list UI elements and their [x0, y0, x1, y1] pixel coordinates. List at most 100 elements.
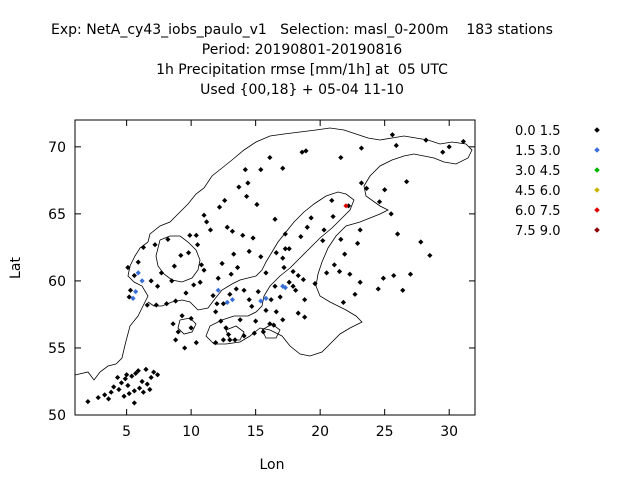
data-point-series-0: [219, 260, 225, 267]
data-point-series-0: [223, 325, 229, 331]
data-point-series-0: [188, 315, 194, 322]
data-point-series-0: [255, 289, 261, 295]
data-point-series-0: [182, 345, 188, 351]
data-point-series-0: [404, 179, 410, 185]
x-axis-ticks: 5 10 15 20 25 30: [122, 120, 458, 440]
data-point-series-0: [446, 144, 452, 150]
data-point-series-0: [331, 262, 337, 268]
data-point-series-0: [170, 321, 176, 327]
data-point-series-0: [251, 330, 257, 336]
data-point-series-0: [357, 227, 363, 233]
data-point-series-0: [85, 398, 91, 405]
data-point-series-0: [201, 267, 207, 273]
data-point-series-0: [234, 264, 241, 271]
data-point-series-0: [242, 167, 248, 173]
x-tick-label: 20: [311, 424, 329, 440]
y-axis-ticks: 50 55 60 65 70: [48, 140, 475, 424]
data-point-series-0: [357, 279, 363, 285]
data-point-series-0: [302, 314, 308, 320]
data-point-series-1: [229, 297, 236, 303]
data-point-series-0: [131, 400, 137, 406]
data-point-series-0: [140, 389, 146, 395]
x-axis-label: Lon: [260, 457, 285, 473]
data-point-series-0: [246, 297, 252, 303]
data-point-series-0: [210, 293, 216, 299]
x-tick-label: 30: [440, 424, 458, 440]
data-point-series-0: [225, 331, 232, 338]
data-point-series-0: [329, 197, 335, 204]
data-point-series-0: [152, 242, 158, 248]
data-point-series-0: [254, 201, 260, 208]
data-point-series-0: [303, 148, 309, 154]
data-point-series-0: [258, 254, 264, 260]
data-point-series-0: [321, 227, 327, 233]
data-point-series-0: [173, 337, 179, 343]
data-point-series-0: [183, 290, 189, 296]
data-point-series-0: [131, 272, 137, 279]
data-point-series-0: [308, 215, 314, 221]
data-point-series-0: [268, 297, 274, 303]
data-point-series-0: [125, 264, 131, 271]
data-point-series-0: [218, 318, 224, 324]
data-point-series-0: [135, 368, 141, 374]
data-point-series-0: [427, 252, 433, 259]
data-point-series-0: [116, 386, 122, 393]
data-point-series-0: [125, 382, 131, 389]
data-point-series-0: [241, 287, 247, 293]
data-point-series-0: [124, 372, 130, 378]
data-point-series-0: [193, 232, 199, 238]
data-point-series-0: [118, 380, 125, 386]
chart-title-used: Used {00,18} + 05-04 11-10: [200, 82, 404, 98]
data-point-series-0: [126, 390, 132, 397]
legend-label: 4.5 6.0: [515, 184, 560, 199]
legend-marker: [594, 207, 600, 213]
data-point-series-0: [375, 286, 381, 292]
data-point-series-0: [153, 302, 159, 308]
data-point-series-0: [295, 310, 301, 316]
y-tick-label: 55: [48, 341, 66, 357]
data-point-series-0: [253, 318, 259, 324]
y-tick-label: 50: [48, 408, 66, 424]
x-tick-label: 15: [247, 424, 265, 440]
data-point-series-0: [280, 317, 286, 323]
data-point-series-0: [133, 370, 139, 377]
data-point-series-1: [224, 299, 230, 305]
data-point-series-0: [214, 301, 220, 307]
data-points: [85, 132, 466, 406]
data-point-series-0: [236, 184, 242, 190]
data-point-series-0: [290, 268, 296, 275]
data-point-series-0: [143, 366, 149, 373]
data-point-series-0: [147, 386, 153, 393]
data-point-series-0: [460, 138, 466, 145]
data-point-series-0: [148, 278, 154, 284]
data-point-series-0: [258, 167, 264, 173]
data-point-series-0: [347, 271, 353, 277]
data-point-series-1: [282, 285, 288, 291]
legend-label: 0.0 1.5: [515, 124, 560, 139]
data-point-series-0: [213, 309, 219, 315]
data-point-series-0: [197, 279, 203, 285]
data-point-series-0: [193, 339, 199, 346]
data-point-series-0: [281, 264, 287, 271]
data-point-series-0: [198, 262, 205, 268]
data-point-series-0: [215, 275, 221, 281]
data-point-series-0: [164, 301, 170, 307]
data-point-series-0: [250, 235, 256, 241]
data-point-series-0: [391, 272, 397, 279]
chart-title-parameter: 1h Precipitation rmse [mm/1h] at 05 UTC: [156, 62, 448, 78]
data-point-series-0: [282, 246, 288, 252]
data-point-series-0: [272, 216, 278, 222]
data-point-series-0: [204, 219, 210, 225]
data-point-series-0: [144, 381, 150, 387]
x-tick-label: 5: [122, 424, 131, 440]
legend: 0.0 1.5 1.5 3.0 3.0 4.5 4.5 6.0 6.0 7.5 7.5 9…: [515, 124, 600, 239]
data-point-series-0: [126, 294, 132, 300]
data-point-series-0: [111, 384, 117, 390]
x-tick-label: 25: [376, 424, 394, 440]
data-point-series-4: [343, 203, 349, 209]
data-point-series-0: [382, 187, 388, 193]
y-axis-label: Lat: [8, 257, 24, 279]
legend-marker: [594, 147, 600, 153]
data-point-series-0: [220, 337, 226, 343]
data-point-series-0: [273, 250, 279, 256]
